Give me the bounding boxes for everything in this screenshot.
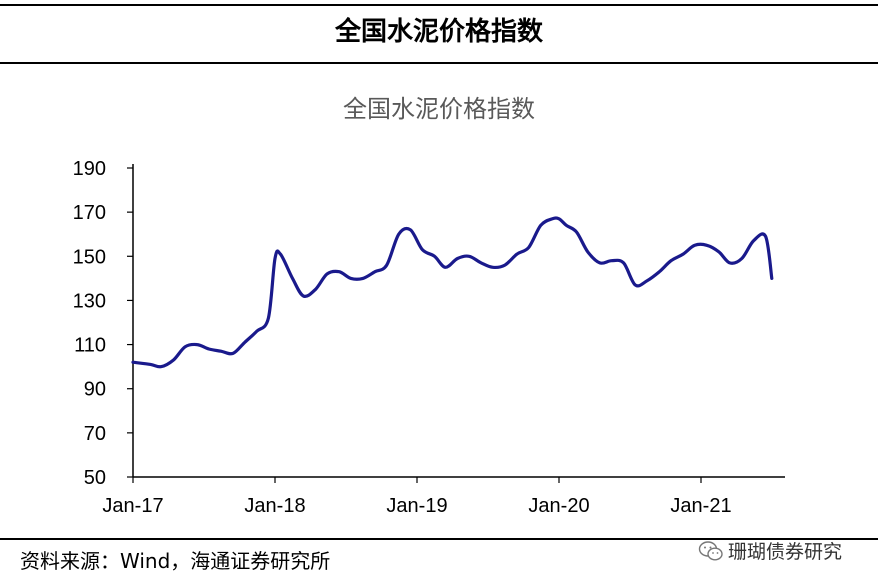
source-note: 资料来源：Wind，海通证券研究所 [20, 549, 331, 573]
x-tick-label: Jan-20 [528, 495, 589, 517]
watermark: 珊瑚债券研究 [698, 537, 842, 564]
y-tick-label: 150 [73, 246, 106, 268]
watermark-text: 珊瑚债券研究 [728, 541, 843, 563]
wechat-icon [698, 540, 723, 561]
y-tick-label: 50 [84, 467, 106, 489]
y-tick-label: 190 [73, 158, 106, 180]
y-tick-label: 130 [73, 290, 106, 312]
x-tick-label: Jan-18 [244, 495, 305, 517]
header-rule [0, 62, 878, 64]
chart-title: 全国水泥价格指数 [343, 95, 535, 123]
top-rule [0, 4, 878, 6]
y-tick-label: 90 [84, 379, 106, 401]
y-tick-label: 110 [74, 335, 106, 357]
footer-rule [0, 538, 878, 540]
cement-price-chart: 全国水泥价格指数 50 70 90 110 130 150 170 190 Jan-17 Jan-1… [73, 95, 785, 517]
y-tick-label: 70 [84, 423, 106, 445]
page-title: 全国水泥价格指数 [334, 17, 543, 47]
x-tick-label: Jan-17 [102, 495, 163, 517]
x-tick-label: Jan-21 [670, 495, 731, 517]
x-tick-label: Jan-19 [386, 495, 447, 517]
series-line-0 [131, 216, 774, 369]
y-tick-label: 170 [73, 202, 106, 224]
